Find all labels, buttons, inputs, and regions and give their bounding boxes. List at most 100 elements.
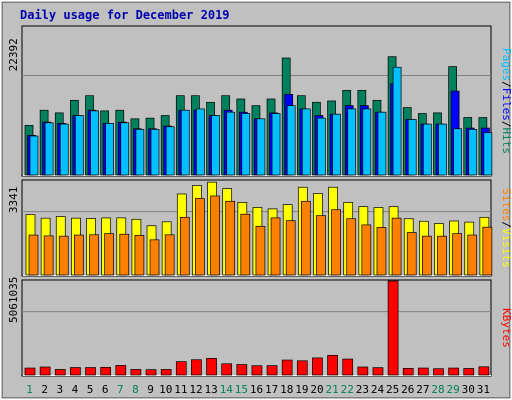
bar-pages-day-5	[90, 110, 99, 176]
bar-sites-day-18	[285, 220, 296, 276]
x-tick-label-day-18: 18	[280, 383, 293, 396]
bar-pages-day-8	[135, 129, 145, 176]
bar-sites-day-5	[89, 234, 99, 276]
x-tick-label-day-1: 1	[26, 383, 33, 396]
bar-pages-day-21	[332, 113, 341, 176]
x-tick-label-day-14: 14	[220, 383, 234, 396]
bar-pages-day-4	[75, 115, 84, 176]
series-label-visitors: Sites/Visits	[500, 188, 512, 268]
bar-kbytes-day-27	[418, 367, 429, 376]
bar-kbytes-day-21	[327, 354, 338, 376]
bar-sites-day-13	[210, 195, 220, 276]
x-tick-label-day-2: 2	[41, 383, 48, 396]
bar-pages-day-16	[256, 118, 266, 176]
bar-kbytes-day-7	[115, 365, 127, 376]
bar-kbytes-day-14	[221, 363, 233, 376]
bar-pages-day-7	[120, 122, 130, 176]
series-label-kbytes: KBytes	[500, 308, 512, 348]
x-tick-label-day-6: 6	[102, 383, 109, 396]
bar-sites-day-14	[225, 200, 236, 276]
bar-pages-day-23	[362, 108, 372, 176]
bar-pages-day-6	[105, 123, 114, 176]
x-tick-label-day-20: 20	[310, 383, 323, 396]
x-tick-label-day-15: 15	[235, 383, 248, 396]
bar-kbytes-day-5	[85, 367, 96, 376]
bar-sites-day-12	[195, 198, 205, 276]
bar-sites-day-25	[391, 217, 402, 276]
bar-sites-day-29	[452, 233, 462, 276]
bar-pages-day-17	[271, 113, 281, 176]
bar-sites-day-28	[437, 235, 447, 276]
y-max-label-kbytes: 5061035	[7, 277, 20, 323]
bar-sites-day-17	[270, 217, 281, 276]
x-tick-label-day-12: 12	[189, 383, 202, 396]
bar-kbytes-day-6	[100, 366, 111, 376]
bar-kbytes-day-19	[296, 360, 308, 376]
x-tick-label-day-13: 13	[204, 383, 217, 396]
x-tick-label-day-5: 5	[87, 383, 94, 396]
bar-sites-day-23	[361, 224, 372, 276]
bar-pages-day-15	[241, 113, 251, 176]
x-tick-label-day-16: 16	[250, 383, 263, 396]
bar-kbytes-day-12	[191, 359, 202, 376]
bar-sites-day-20	[316, 215, 326, 276]
bar-sites-day-3	[58, 235, 69, 276]
bar-pages-day-14	[226, 111, 236, 176]
bar-pages-day-20	[317, 117, 326, 176]
bar-kbytes-day-8	[130, 369, 142, 376]
bar-kbytes-day-24	[372, 367, 384, 376]
x-tick-label-day-7: 7	[117, 383, 124, 396]
bar-pages-day-9	[150, 129, 160, 176]
bar-pages-day-25	[392, 66, 402, 176]
bar-kbytes-day-3	[54, 369, 66, 376]
bar-kbytes-day-28	[433, 368, 444, 376]
bar-pages-day-28	[438, 123, 447, 176]
bar-sites-day-15	[240, 213, 251, 276]
panel-kbytes	[21, 279, 492, 377]
bar-pages-day-19	[301, 108, 311, 176]
x-tick-label-day-29: 29	[447, 383, 460, 396]
bar-sites-day-30	[467, 234, 478, 276]
bar-kbytes-day-23	[357, 366, 369, 376]
bar-sites-day-16	[255, 225, 266, 276]
x-tick-label-day-22: 22	[341, 383, 354, 396]
bar-kbytes-day-15	[236, 364, 248, 376]
x-tick-label-day-26: 26	[401, 383, 414, 396]
series-label-separator: /	[500, 221, 512, 228]
x-tick-label-day-31: 31	[477, 383, 490, 396]
x-tick-label-day-25: 25	[386, 383, 399, 396]
bar-kbytes-day-9	[145, 369, 157, 376]
bar-kbytes-day-29	[448, 367, 459, 376]
bar-sites-day-21	[331, 209, 341, 276]
y-max-label-visitors: 3341	[7, 187, 20, 214]
bar-sites-day-7	[119, 233, 130, 276]
series-label-hits: Hits	[500, 128, 512, 155]
x-tick-label-day-9: 9	[147, 383, 154, 396]
bar-kbytes-day-4	[70, 367, 81, 376]
bar-pages-day-24	[377, 111, 387, 176]
bar-pages-day-1	[29, 135, 39, 176]
bar-sites-day-31	[482, 226, 493, 276]
bar-kbytes-day-22	[342, 358, 354, 376]
bar-kbytes-day-11	[175, 361, 187, 376]
bar-sites-day-10	[164, 234, 175, 276]
bar-kbytes-day-13	[206, 357, 217, 376]
x-tick-label-day-28: 28	[431, 383, 444, 396]
bar-kbytes-day-20	[312, 357, 323, 376]
bar-sites-day-8	[134, 234, 145, 276]
x-tick-label-day-19: 19	[295, 383, 308, 396]
bar-sites-day-9	[149, 239, 160, 276]
bar-pages-day-31	[483, 132, 493, 176]
bar-pages-day-11	[180, 109, 190, 176]
bar-kbytes-day-31	[478, 366, 490, 376]
bar-kbytes-day-26	[402, 368, 414, 376]
x-tick-label-day-8: 8	[132, 383, 139, 396]
bar-pages-day-3	[59, 123, 69, 176]
series-label-separator: /	[500, 121, 512, 128]
bar-pages-day-27	[423, 123, 432, 176]
bar-sites-day-11	[179, 216, 190, 276]
bar-kbytes-day-17	[266, 365, 278, 376]
bar-pages-day-18	[286, 105, 296, 176]
bar-kbytes-day-16	[251, 365, 263, 376]
bar-kbytes-day-18	[281, 359, 293, 376]
